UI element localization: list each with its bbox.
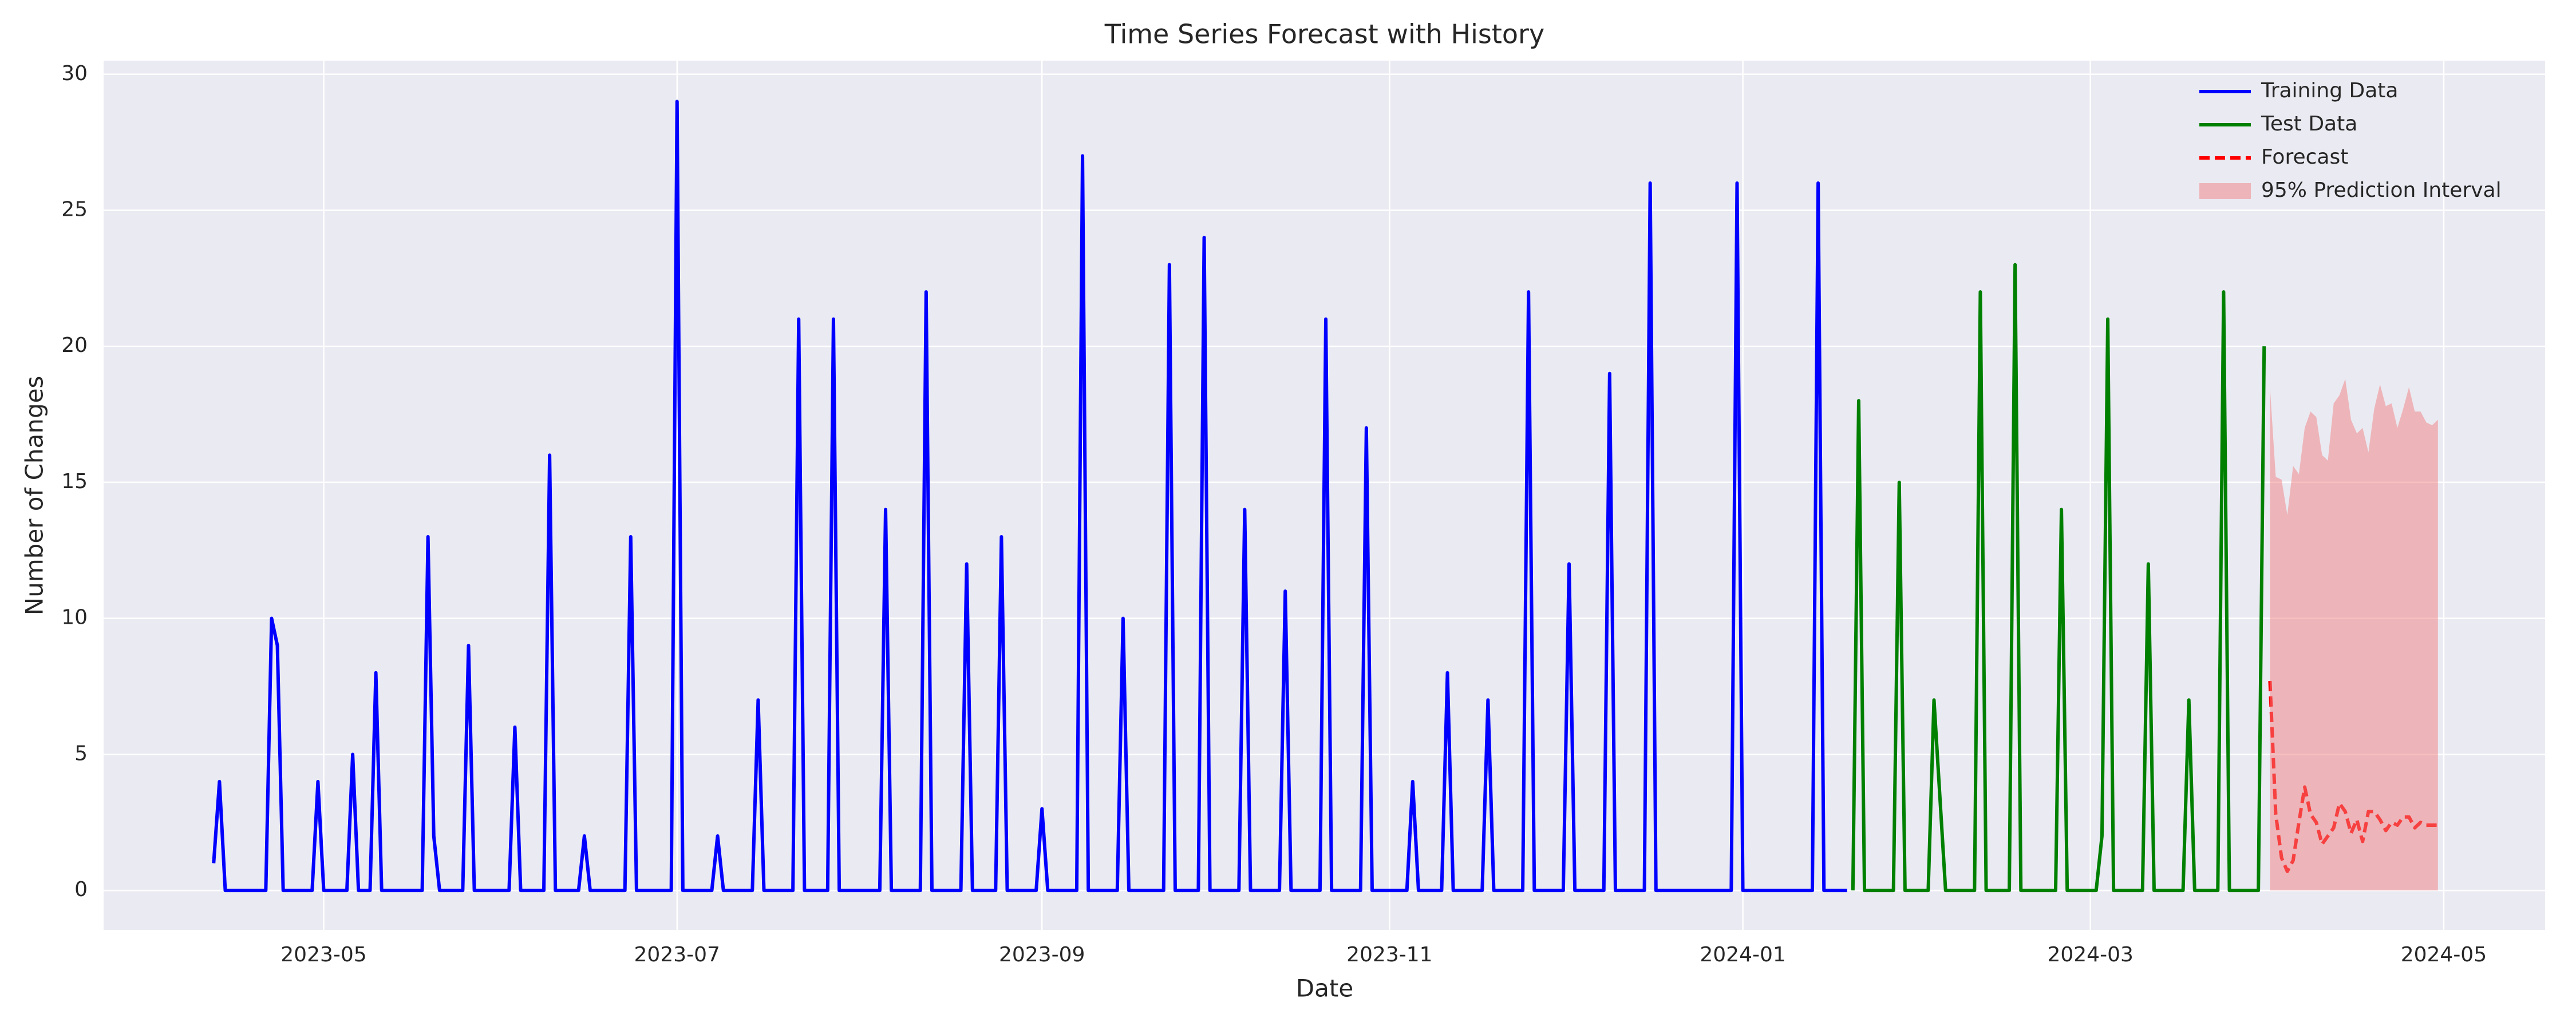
prediction-interval [2270, 379, 2438, 891]
y-tick-label: 25 [61, 197, 88, 221]
legend-swatch [2199, 183, 2251, 199]
y-axis-label: Number of Changes [21, 376, 49, 616]
x-tick-label: 2023-07 [634, 943, 720, 966]
x-tick-label: 2023-09 [999, 943, 1085, 966]
series-line [212, 100, 1847, 893]
x-tick-label: 2024-05 [2401, 943, 2487, 966]
legend-label: Test Data [2261, 112, 2357, 136]
x-axis-label: Date [1296, 974, 1353, 1003]
x-tick-label: 2023-05 [280, 943, 366, 966]
y-tick-label: 10 [61, 606, 88, 629]
legend: Training Data Test Data Forecast 95% Predic… [2199, 79, 2502, 202]
y-tick-label: 30 [61, 62, 88, 85]
y-tick-label: 20 [61, 334, 88, 357]
marks [212, 100, 2438, 893]
y-tick-label: 5 [74, 742, 88, 765]
y-tick-label: 15 [61, 470, 88, 493]
y-tick-label: 0 [74, 878, 88, 901]
x-tick-label: 2023-11 [1346, 943, 1432, 966]
legend-label: Training Data [2261, 79, 2398, 102]
x-tick-label: 2024-03 [2047, 943, 2133, 966]
legend-label: 95% Prediction Interval [2261, 179, 2502, 202]
chart-title: Time Series Forecast with History [1104, 19, 1544, 50]
series-line [1851, 263, 2266, 893]
x-tick-label: 2024-01 [1700, 943, 1785, 966]
legend-label: Forecast [2261, 145, 2348, 169]
